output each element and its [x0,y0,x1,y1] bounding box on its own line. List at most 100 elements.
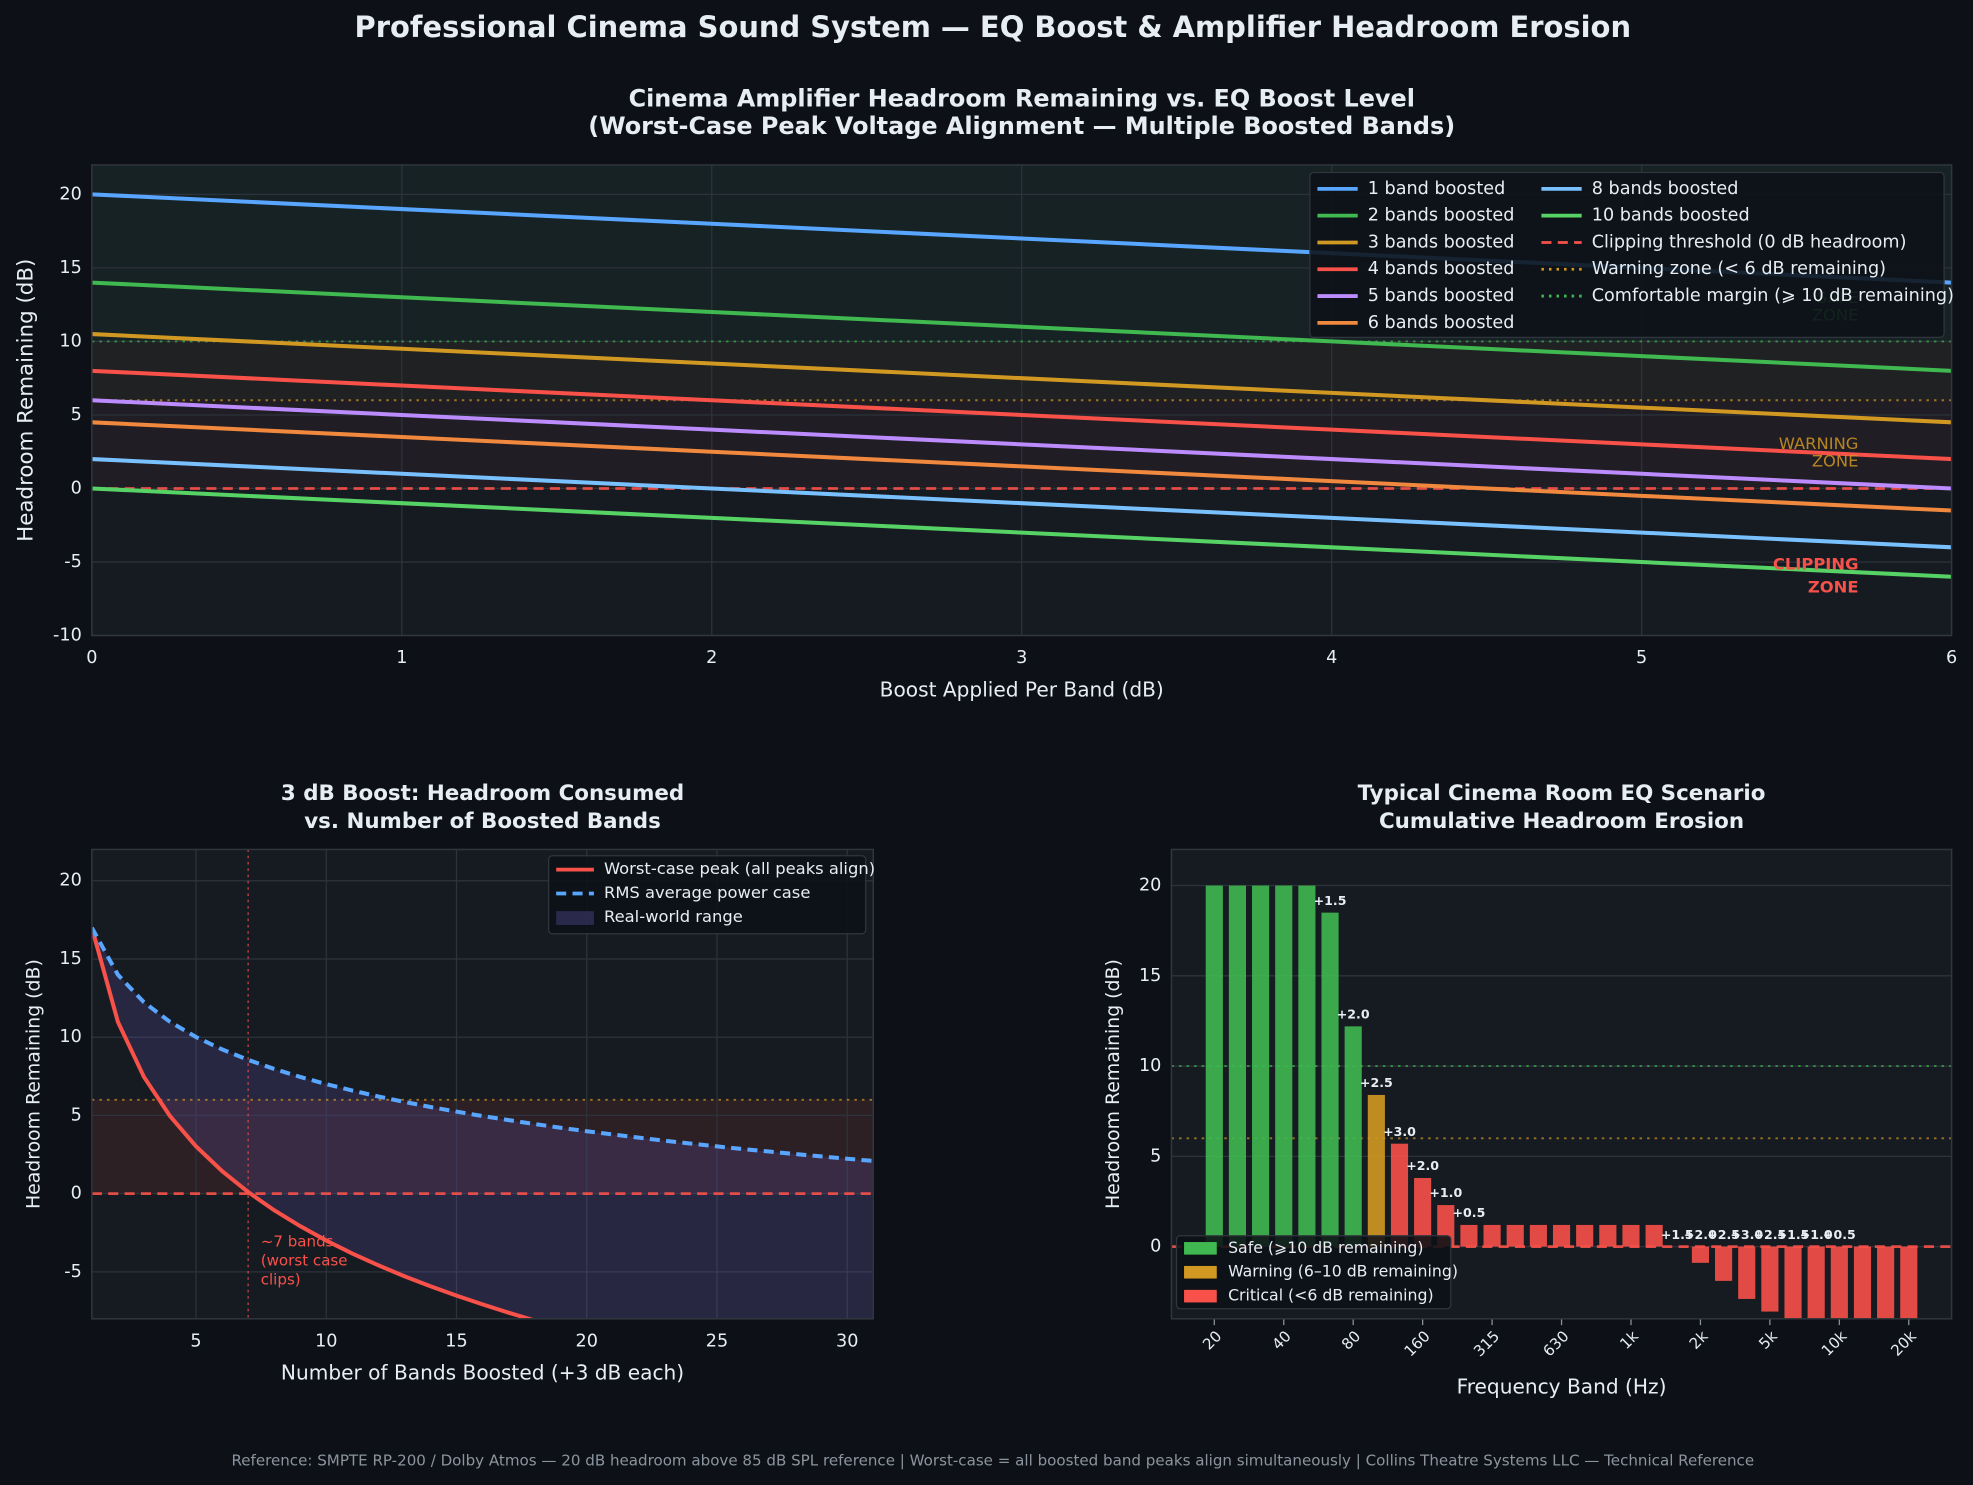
y-tick-label: 15 [59,949,81,969]
legend-label: 10 bands boosted [1592,206,1750,226]
boost-label: +2.5 [1360,1075,1393,1090]
annotation: clips) [261,1270,301,1288]
x-tick-label: 160 [1401,1327,1434,1360]
bar [1275,885,1293,1247]
y-tick-label: -10 [53,626,82,646]
legend-label: 3 bands boosted [1368,232,1515,252]
subplot-title: Cumulative Headroom Erosion [1379,809,1744,834]
legend-swatch [1184,1265,1217,1279]
x-tick-label: 2k [1686,1327,1712,1353]
boost-label: +2.0 [1406,1158,1439,1173]
y-tick-label: 20 [1139,876,1161,896]
legend-label: 2 bands boosted [1368,206,1515,226]
boost-label: +2.5 [1753,1227,1786,1242]
boost-label: +2.5 [1707,1227,1740,1242]
y-tick-label: 15 [1139,966,1161,986]
series-line [91,420,1952,513]
plot-frame [1170,848,1953,1320]
bar [1367,1094,1385,1247]
zone-label: ZONE [1812,451,1859,470]
bar [1414,1177,1432,1247]
bar [1529,1224,1547,1247]
x-tick-label: 6 [1946,648,1957,668]
plot-frame [91,164,1953,637]
y-tick-label: 0 [71,1184,82,1204]
subplot-title: Typical Cinema Room EQ Scenario [1358,781,1766,806]
legend-swatch [1184,1289,1217,1303]
x-tick-label: 30 [836,1331,858,1351]
annotation: ~7 bands [261,1233,334,1251]
x-tick-label: 0 [86,648,97,668]
bar [1460,1224,1478,1247]
y-tick-label: 10 [59,331,81,351]
bar [1738,1246,1756,1299]
plot-area [1171,849,1952,1319]
bar [1645,1224,1663,1247]
bar [1298,885,1316,1247]
legend-label: 8 bands boosted [1592,179,1739,199]
y-tick-label: 0 [71,478,82,498]
boost-label: +3.0 [1730,1227,1763,1242]
x-tick-label: 10 [315,1331,337,1351]
legend-label: Real-world range [604,907,743,926]
y-axis-label: Headroom Remaining (dB) [22,959,44,1209]
x-tick-label: 20 [576,1331,598,1351]
x-tick-label: 25 [706,1331,728,1351]
bar [1483,1224,1501,1247]
legend-box [1309,171,1945,338]
series-line [91,368,1952,462]
boost-label: +1.5 [1777,1227,1810,1242]
bar [1900,1246,1918,1319]
annotation: (worst case [261,1251,348,1269]
x-tick-label: 630 [1540,1327,1573,1360]
bar [1390,1143,1409,1247]
x-tick-label: 1 [396,648,407,668]
x-tick-label: 20k [1887,1327,1920,1360]
series-line [91,398,1952,491]
subplot-title: (Worst-Case Peak Voltage Alignment — Mul… [588,112,1455,140]
zone-label: WARNING [1779,434,1859,453]
bar [1344,1026,1362,1247]
x-axis-label: Number of Bands Boosted (+3 dB each) [281,1361,684,1385]
bar [1622,1224,1640,1247]
y-tick-label: 5 [1150,1146,1161,1166]
bar [1691,1246,1710,1263]
legend-label: Warning (6–10 dB remaining) [1228,1262,1458,1281]
y-tick-label: -5 [64,1262,82,1282]
bar [1715,1246,1733,1281]
legend-label: Warning zone (< 6 dB remaining) [1592,259,1886,279]
bar [1228,885,1247,1247]
boost-label: +1.0 [1800,1227,1833,1242]
y-axis-label: Headroom Remaining (dB) [13,259,38,542]
subplot-title: 3 dB Boost: Headroom Consumed [281,781,684,806]
bar [1552,1224,1571,1247]
series-line [91,280,1952,373]
plot-frame [91,848,875,1320]
y-tick-label: 15 [59,258,81,278]
x-tick-label: 5k [1755,1327,1781,1353]
bar [1784,1246,1802,1319]
x-tick-label: 3 [1016,648,1027,668]
subplot-title: Cinema Amplifier Headroom Remaining vs. … [629,85,1415,113]
figure-title: Professional Cinema Sound System — EQ Bo… [355,10,1632,44]
x-tick-label: 5 [1636,648,1647,668]
legend-label: 4 bands boosted [1368,259,1515,279]
boost-label: +2.0 [1337,1007,1370,1022]
legend-label: 1 band boosted [1368,179,1506,199]
series-line [91,332,1952,425]
y-tick-label: 10 [1139,1056,1161,1076]
x-tick-label: 80 [1338,1327,1364,1353]
series-line [91,927,536,1319]
x-tick-label: 15 [445,1331,467,1351]
boost-label: +0.5 [1823,1227,1856,1242]
legend-label: Critical (<6 dB remaining) [1228,1286,1434,1305]
x-tick-label: 315 [1470,1327,1503,1360]
subplot-title: vs. Number of Boosted Bands [304,809,661,834]
boost-label: +1.5 [1661,1227,1694,1242]
x-axis-label: Frequency Band (Hz) [1457,1375,1667,1399]
x-tick-label: 5 [190,1331,201,1351]
boost-label: +1.0 [1429,1185,1462,1200]
x-tick-label: 4 [1326,648,1337,668]
